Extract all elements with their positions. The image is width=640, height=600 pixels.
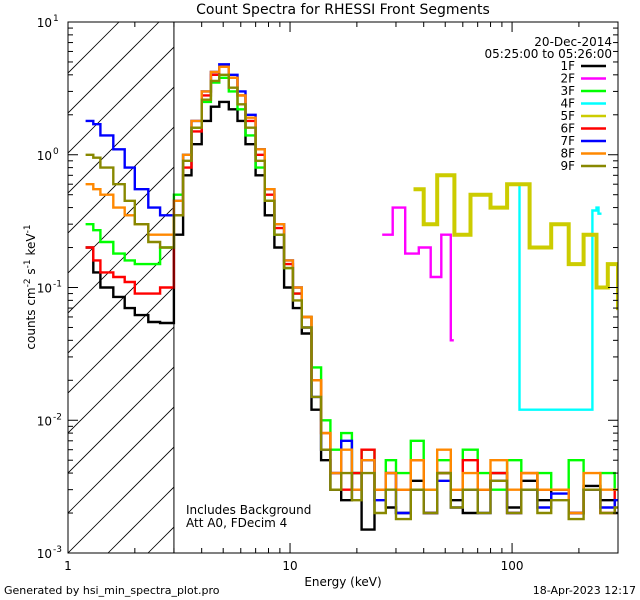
legend-label-2F: 2F: [560, 72, 575, 86]
hatch-line: [68, 406, 174, 514]
series-2F: [382, 206, 454, 342]
legend-label-8F: 8F: [560, 147, 575, 161]
legend-label-1F: 1F: [560, 59, 575, 73]
x-tick-label: 100: [501, 559, 524, 573]
y-tick-label: 10: [37, 547, 52, 561]
series-4F: [516, 183, 602, 411]
y-tick-label: 10: [37, 149, 52, 163]
series-5F: [413, 173, 618, 311]
x-tick-label: 10: [282, 559, 297, 573]
hatch-line: [68, 446, 174, 553]
x-tick-label: 1: [64, 559, 72, 573]
footer-generated-by: Generated by hsi_min_spectra_plot.pro: [4, 584, 220, 597]
y-tick-exponent: -1: [53, 280, 62, 290]
legend-label-9F: 9F: [560, 159, 575, 173]
annotation-attenuator: Att A0, FDecim 4: [186, 516, 287, 530]
hatch-line: [68, 22, 160, 114]
y-tick-exponent: -3: [53, 545, 62, 555]
footer-timestamp: 18-Apr-2023 12:17: [533, 584, 636, 597]
y-tick-exponent: 0: [53, 147, 59, 157]
legend-label-3F: 3F: [560, 84, 575, 98]
y-tick-exponent: -2: [53, 412, 62, 422]
hatch-line: [68, 86, 174, 194]
annotation-background: Includes Background: [186, 503, 311, 517]
chart-title: Count Spectra for RHESSI Front Segments: [196, 2, 490, 18]
series-3F: [85, 76, 618, 491]
x-axis-label: Energy (keV): [304, 575, 381, 589]
y-tick-label: 10: [37, 282, 52, 296]
date-label: 20-Dec-2014: [534, 35, 612, 49]
legend-label-4F: 4F: [560, 97, 575, 111]
hatch-line: [68, 46, 174, 154]
y-tick-exponent: 1: [53, 14, 59, 24]
y-tick-label: 10: [37, 16, 52, 30]
legend-label-5F: 5F: [560, 109, 575, 123]
y-tick-label: 10: [37, 414, 52, 428]
legend-label-7F: 7F: [560, 134, 575, 148]
legend-label-6F: 6F: [560, 122, 575, 136]
y-axis-label: counts cm-2 s-1 keV-1: [23, 224, 38, 349]
hatch-line: [68, 366, 174, 474]
series-layer: [85, 63, 618, 531]
hatch-line: [68, 206, 174, 314]
hatch-line: [68, 246, 174, 354]
time-range-label: 05:25:00 to 05:26:00: [485, 47, 612, 61]
